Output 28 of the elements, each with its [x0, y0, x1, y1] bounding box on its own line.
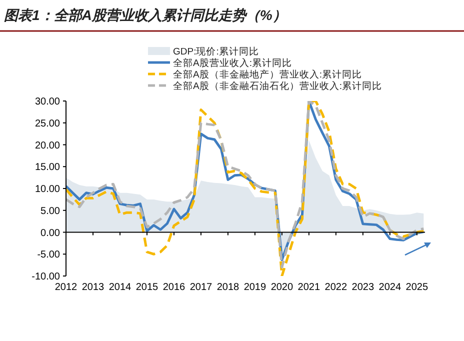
- x-tick-label: 2014: [108, 282, 132, 293]
- chart-title: 图表1：全部A股营业收入累计同比走势（%）: [4, 7, 286, 23]
- x-tick-label: 2020: [270, 282, 294, 293]
- y-tick-label: 25.00: [34, 118, 60, 130]
- x-tick-label: 2018: [216, 282, 240, 293]
- legend-label: GDP:现价:累计同比: [173, 46, 259, 58]
- x-tick-label: 2025: [406, 282, 428, 293]
- y-tick-label: 0.00: [40, 228, 60, 239]
- legend-label: 全部A股营业收入:累计同比: [173, 57, 292, 69]
- legend-label: 全部A股（非金融石油石化）营业收入:累计同比: [173, 80, 382, 92]
- x-tick-label: 2023: [352, 282, 374, 293]
- x-tick-label: 2019: [244, 282, 267, 293]
- legend-label: 全部A股（非金融地产）营业收入:累计同比: [173, 68, 362, 80]
- y-tick-label: -10.00: [32, 272, 60, 282]
- y-tick-label: 15.00: [34, 162, 60, 174]
- y-tick-label: -5.00: [37, 250, 60, 261]
- x-tick-label: 2021: [298, 282, 320, 293]
- x-tick-label: 2013: [82, 282, 105, 293]
- x-tick-label: 2015: [136, 282, 159, 293]
- y-tick-label: 10.00: [34, 184, 60, 195]
- y-tick-label: 30.00: [34, 96, 60, 108]
- x-tick-label: 2012: [54, 282, 78, 293]
- x-tick-label: 2022: [324, 282, 348, 293]
- y-tick-label: 5.00: [40, 206, 60, 217]
- x-tick-label: 2016: [162, 282, 186, 293]
- x-tick-label: 2024: [378, 282, 402, 293]
- y-tick-label: 20.00: [34, 140, 60, 152]
- x-tick-label: 2017: [190, 282, 213, 293]
